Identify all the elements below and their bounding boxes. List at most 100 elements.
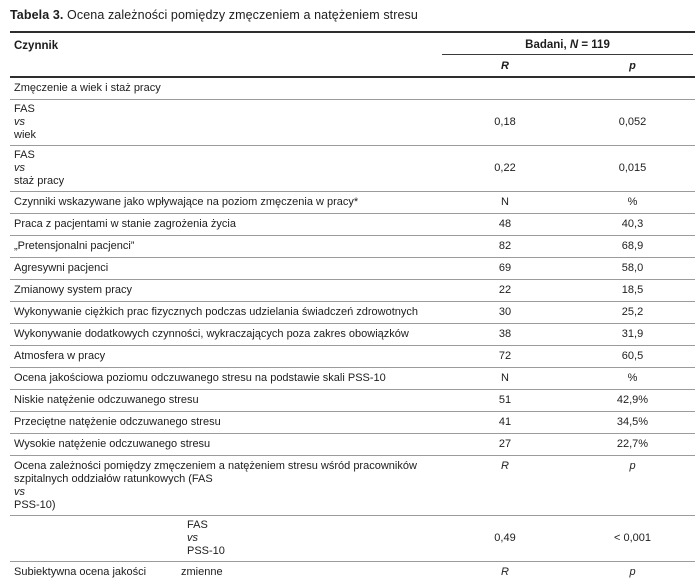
factor-cell: Ocena jakościowa poziomu odczuwanego str… bbox=[10, 369, 440, 388]
p-value-cell: 0,052 bbox=[618, 116, 647, 128]
p-value-cell: 31,9 bbox=[621, 328, 644, 340]
r-value-cell: 0,49 bbox=[494, 532, 516, 544]
p-value-cell: p bbox=[629, 566, 636, 578]
table-row: Przeciętne natężenie odczuwanego stresu 4… bbox=[10, 411, 695, 433]
header-badani-label: Badani, N = 119 bbox=[442, 33, 693, 55]
factor-cell: Praca z pacjentami w stanie zagrożenia ż… bbox=[10, 215, 440, 234]
factor-cell: FAS vs PSS-10 bbox=[175, 516, 440, 561]
label-text: Wykonywanie dodatkowych czynności, wykra… bbox=[14, 328, 409, 340]
table-row: Ocena jakościowa poziomu odczuwanego str… bbox=[10, 367, 695, 389]
table-body: Zmęczenie a wiek i staż pracy FAS vs wiek… bbox=[10, 78, 695, 580]
p-value-cell: 42,9% bbox=[616, 394, 649, 406]
label-text: vs bbox=[187, 532, 198, 544]
header-p-cell: p bbox=[629, 59, 636, 72]
label-text: zmienne bbox=[181, 566, 223, 578]
table-title-text: Ocena zależności pomiędzy zmęczeniem a n… bbox=[63, 8, 418, 22]
r-value-cell: 69 bbox=[498, 262, 512, 274]
label-text: wiek bbox=[14, 129, 37, 141]
r-value-cell: 48 bbox=[498, 218, 512, 230]
label-text: „Pretensjonalni pacjenci” bbox=[14, 240, 135, 252]
factor-cell: FAS vs staż pracy bbox=[10, 146, 440, 191]
badani-prefix: Badani, bbox=[525, 39, 570, 51]
r-value-cell: 82 bbox=[498, 240, 512, 252]
table-row: Atmosfera w pracy 72 60,5 bbox=[10, 345, 695, 367]
factor-cell: Ocena zależności pomiędzy zmęczeniem a n… bbox=[10, 456, 440, 515]
r-value-cell: R bbox=[501, 566, 509, 578]
badani-n: N bbox=[569, 39, 579, 51]
factor-cell: Przeciętne natężenie odczuwanego stresu bbox=[10, 413, 440, 432]
table-row: Agresywni pacjenci 69 58,0 bbox=[10, 257, 695, 279]
table-row: Zmęczenie a wiek i staż pracy bbox=[10, 78, 695, 99]
p-value-cell: p bbox=[629, 460, 636, 472]
r-value-cell bbox=[440, 86, 570, 92]
r-value-cell: 27 bbox=[498, 438, 512, 450]
r-value-cell: 22 bbox=[498, 284, 512, 296]
badani-suffix: = 119 bbox=[578, 39, 610, 51]
r-value-cell: 38 bbox=[498, 328, 512, 340]
p-value-cell: 22,7% bbox=[616, 438, 649, 450]
table-row: FAS vs wiek 0,18 0,052 bbox=[10, 99, 695, 145]
factor-cell: Wysokie natężenie odczuwanego stresu bbox=[10, 435, 440, 454]
p-value-cell: 60,5 bbox=[621, 350, 644, 362]
factor-cell: Atmosfera w pracy bbox=[10, 347, 440, 366]
p-value-cell: 0,015 bbox=[618, 162, 647, 174]
table-row: Zmianowy system pracy 22 18,5 bbox=[10, 279, 695, 301]
table-title: Tabela 3. Ocena zależności pomiędzy zmęc… bbox=[10, 8, 695, 22]
r-value-cell: 30 bbox=[498, 306, 512, 318]
p-value-cell: % bbox=[627, 196, 638, 208]
label-text: Praca z pacjentami w stanie zagrożenia ż… bbox=[14, 218, 236, 230]
label-text: FAS bbox=[14, 149, 35, 161]
group-label-cell: Subiektywna ocena jakości wykonywanych ś… bbox=[14, 566, 147, 580]
label-text: Czynniki wskazywane jako wpływające na p… bbox=[14, 196, 359, 208]
label-text: Wykonywanie ciężkich prac fizycznych pod… bbox=[14, 306, 419, 318]
factor-cell: zmienne bbox=[175, 563, 440, 580]
factor-cell: Niskie natężenie odczuwanego stresu bbox=[10, 391, 440, 410]
table-row-group: Subiektywna ocena jakości wykonywanych ś… bbox=[10, 561, 695, 580]
table-row: FAS vs staż pracy 0,22 0,015 bbox=[10, 145, 695, 191]
label-text: FAS bbox=[14, 103, 35, 115]
table-header: Czynnik Badani, N = 119 R p bbox=[10, 33, 695, 78]
label-text: PSS-10 bbox=[187, 545, 225, 557]
p-value-cell: % bbox=[627, 372, 638, 384]
header-group-cell: Badani, N = 119 R p bbox=[440, 33, 695, 76]
r-value-cell: 0,22 bbox=[494, 162, 516, 174]
subrow-wrapper: zmienneRpkomunikacja z pacjentem a FAS−0… bbox=[175, 562, 695, 580]
table-row: Wykonywanie ciężkich prac fizycznych pod… bbox=[10, 301, 695, 323]
table-row: FAS vs PSS-10 0,49 < 0,001 bbox=[10, 515, 695, 561]
table-row: Niskie natężenie odczuwanego stresu 51 42,… bbox=[10, 389, 695, 411]
p-value-cell: 40,3 bbox=[621, 218, 644, 230]
label-text: PSS-10) bbox=[14, 499, 56, 511]
header-r-cell: R bbox=[501, 59, 509, 72]
r-value-cell: 72 bbox=[498, 350, 512, 362]
factor-cell: Zmianowy system pracy bbox=[10, 281, 440, 300]
stats-table: Czynnik Badani, N = 119 R p Zmęczenie a … bbox=[10, 31, 695, 580]
label-text: vs bbox=[14, 116, 25, 128]
p-value-cell: 34,5% bbox=[616, 416, 649, 428]
header-factor-cell: Czynnik bbox=[14, 40, 59, 52]
r-value-cell: 51 bbox=[498, 394, 512, 406]
label-text: Ocena zależności pomiędzy zmęczeniem a n… bbox=[14, 460, 417, 485]
table-title-label: Tabela 3. bbox=[10, 8, 64, 22]
label-text: Zmęczenie a wiek i staż pracy bbox=[14, 82, 161, 94]
label-text: Ocena jakościowa poziomu odczuwanego str… bbox=[14, 372, 386, 384]
table-row: Praca z pacjentami w stanie zagrożenia ż… bbox=[10, 213, 695, 235]
p-value-cell: 58,0 bbox=[621, 262, 644, 274]
p-value-cell: 68,9 bbox=[621, 240, 644, 252]
r-value-cell: R bbox=[501, 460, 509, 472]
label-text: Atmosfera w pracy bbox=[14, 350, 106, 362]
r-value-cell: N bbox=[501, 372, 509, 384]
table-row: Wysokie natężenie odczuwanego stresu 27 22… bbox=[10, 433, 695, 455]
label-text: vs bbox=[14, 162, 25, 174]
table-row: Wykonywanie dodatkowych czynności, wykra… bbox=[10, 323, 695, 345]
factor-cell: FAS vs wiek bbox=[10, 100, 440, 145]
label-text: FAS bbox=[187, 519, 208, 531]
factor-cell: Wykonywanie dodatkowych czynności, wykra… bbox=[10, 325, 440, 344]
p-value-cell bbox=[570, 86, 695, 92]
p-value-cell: 25,2 bbox=[621, 306, 644, 318]
table-row: Ocena zależności pomiędzy zmęczeniem a n… bbox=[10, 455, 695, 515]
label-text: vs bbox=[14, 486, 25, 498]
label-text: Zmianowy system pracy bbox=[14, 284, 132, 296]
r-value-cell: 41 bbox=[498, 416, 512, 428]
factor-cell: Czynniki wskazywane jako wpływające na p… bbox=[10, 193, 440, 212]
